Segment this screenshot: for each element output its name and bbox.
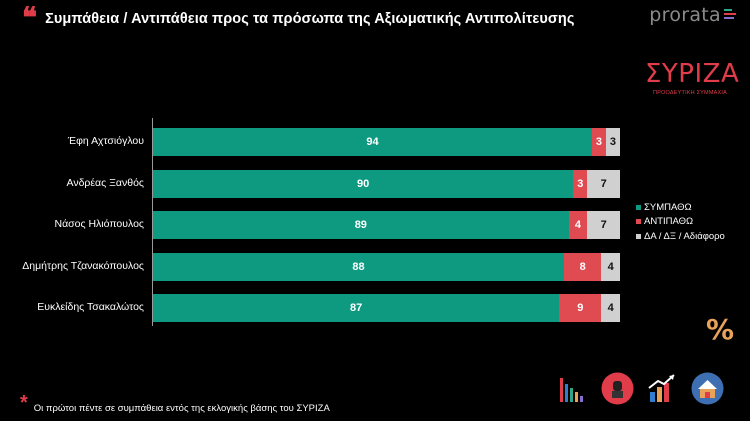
y-axis-line <box>152 118 153 326</box>
bar-sympathy: 89 <box>153 211 569 239</box>
legend-item-antipathy: ΑΝΤΙΠΑΘΩ <box>636 215 725 230</box>
header: ❝ Συμπάθεια / Αντιπάθεια προς τα πρόσωπα… <box>22 1 575 34</box>
legend: ΣΥΜΠΑΘΩ ΑΝΤΙΠΑΘΩ ΔΑ / ΔΞ / Αδιάφορο <box>636 200 725 244</box>
bar-sympathy: 90 <box>153 169 574 198</box>
bar-sympathy: 88 <box>153 252 564 281</box>
bar-antipathy: 3 <box>573 169 588 198</box>
party-subtitle: ΠΡΟΟΔΕΥΤΙΚΗ ΣΥΜΜΑΧΙΑ <box>653 90 727 96</box>
prorata-logo: prorata <box>649 4 736 26</box>
data-label: 7 <box>600 219 607 231</box>
data-label: 8 <box>579 260 586 273</box>
data-label: 89 <box>354 219 367 231</box>
category-label: Δημήτρης Τζανακόπουλος <box>22 259 144 272</box>
asterisk-icon: * <box>20 392 28 414</box>
data-label: 4 <box>607 260 614 273</box>
bar-antipathy: 4 <box>568 211 588 239</box>
category-label: Ευκλείδης Τσακαλώτος <box>37 301 144 313</box>
legend-item-neutral: ΔΑ / ΔΞ / Αδιάφορο <box>636 229 725 244</box>
bar-neutral: 4 <box>601 294 620 322</box>
data-label: 88 <box>352 260 365 273</box>
legend-label-antipathy: ΑΝΤΙΠΑΘΩ <box>644 216 694 228</box>
bar-sympathy: 94 <box>153 128 592 156</box>
bar-neutral: 4 <box>601 252 620 281</box>
party-name: ΣΥΡΙΖΑ <box>645 59 740 89</box>
footnote-text: Οι πρώτοι πέντε σε συμπάθεια εντός της ε… <box>33 403 330 414</box>
legend-item-sympathy: ΣΥΜΠΑΘΩ <box>636 200 725 215</box>
data-label: 4 <box>607 302 614 314</box>
bar-antipathy: 8 <box>563 252 602 281</box>
percent-icon: % <box>706 313 735 346</box>
data-label: 90 <box>357 177 370 190</box>
data-label: 3 <box>595 136 603 148</box>
party-logo: ΣΥΡΙΖΑ ΠΡΟΟΔΕΥΤΙΚΗ ΣΥΜΜΑΧΙΑ <box>645 59 740 96</box>
legend-swatch-sympathy <box>636 204 641 210</box>
legend-label-sympathy: ΣΥΜΠΑΘΩ <box>644 201 692 213</box>
voting-house-icon <box>691 372 724 405</box>
bar-antipathy: 3 <box>591 128 606 156</box>
data-label: 87 <box>350 302 363 314</box>
quote-icon: ❝ <box>22 1 38 34</box>
bar-neutral: 7 <box>587 169 620 198</box>
data-label: 3 <box>609 136 617 148</box>
brand-name: prorata <box>649 4 721 26</box>
data-label: 9 <box>577 302 584 314</box>
bar-antipathy: 9 <box>559 294 602 322</box>
bar-neutral: 3 <box>605 128 620 156</box>
growth-chart-icon <box>648 374 675 402</box>
data-label: 94 <box>366 136 379 148</box>
category-label: Νάσος Ηλιόπουλος <box>54 218 144 230</box>
category-label: Ανδρέας Ξανθός <box>66 176 145 189</box>
brand-bars-icon <box>724 9 736 19</box>
legend-label-neutral: ΔΑ / ΔΞ / Αδιάφορο <box>644 230 725 242</box>
bar-neutral: 7 <box>587 211 620 239</box>
data-label: 3 <box>577 177 584 190</box>
data-label: 4 <box>574 219 582 231</box>
data-label: 7 <box>600 177 607 190</box>
bar-sympathy: 87 <box>153 294 560 322</box>
footnote: * Οι πρώτοι πέντε σε συμπάθεια εντός της… <box>20 392 330 414</box>
bar-chart-icon <box>560 378 583 402</box>
legend-swatch-neutral <box>636 233 641 239</box>
chart-title: Συμπάθεια / Αντιπάθεια προς τα πρόσωπα τ… <box>45 11 575 27</box>
category-label: Έφη Αχτσιόγλου <box>67 135 144 147</box>
footer-icons <box>556 372 724 405</box>
legend-swatch-antipathy <box>636 219 641 225</box>
microphone-icon <box>601 372 634 405</box>
